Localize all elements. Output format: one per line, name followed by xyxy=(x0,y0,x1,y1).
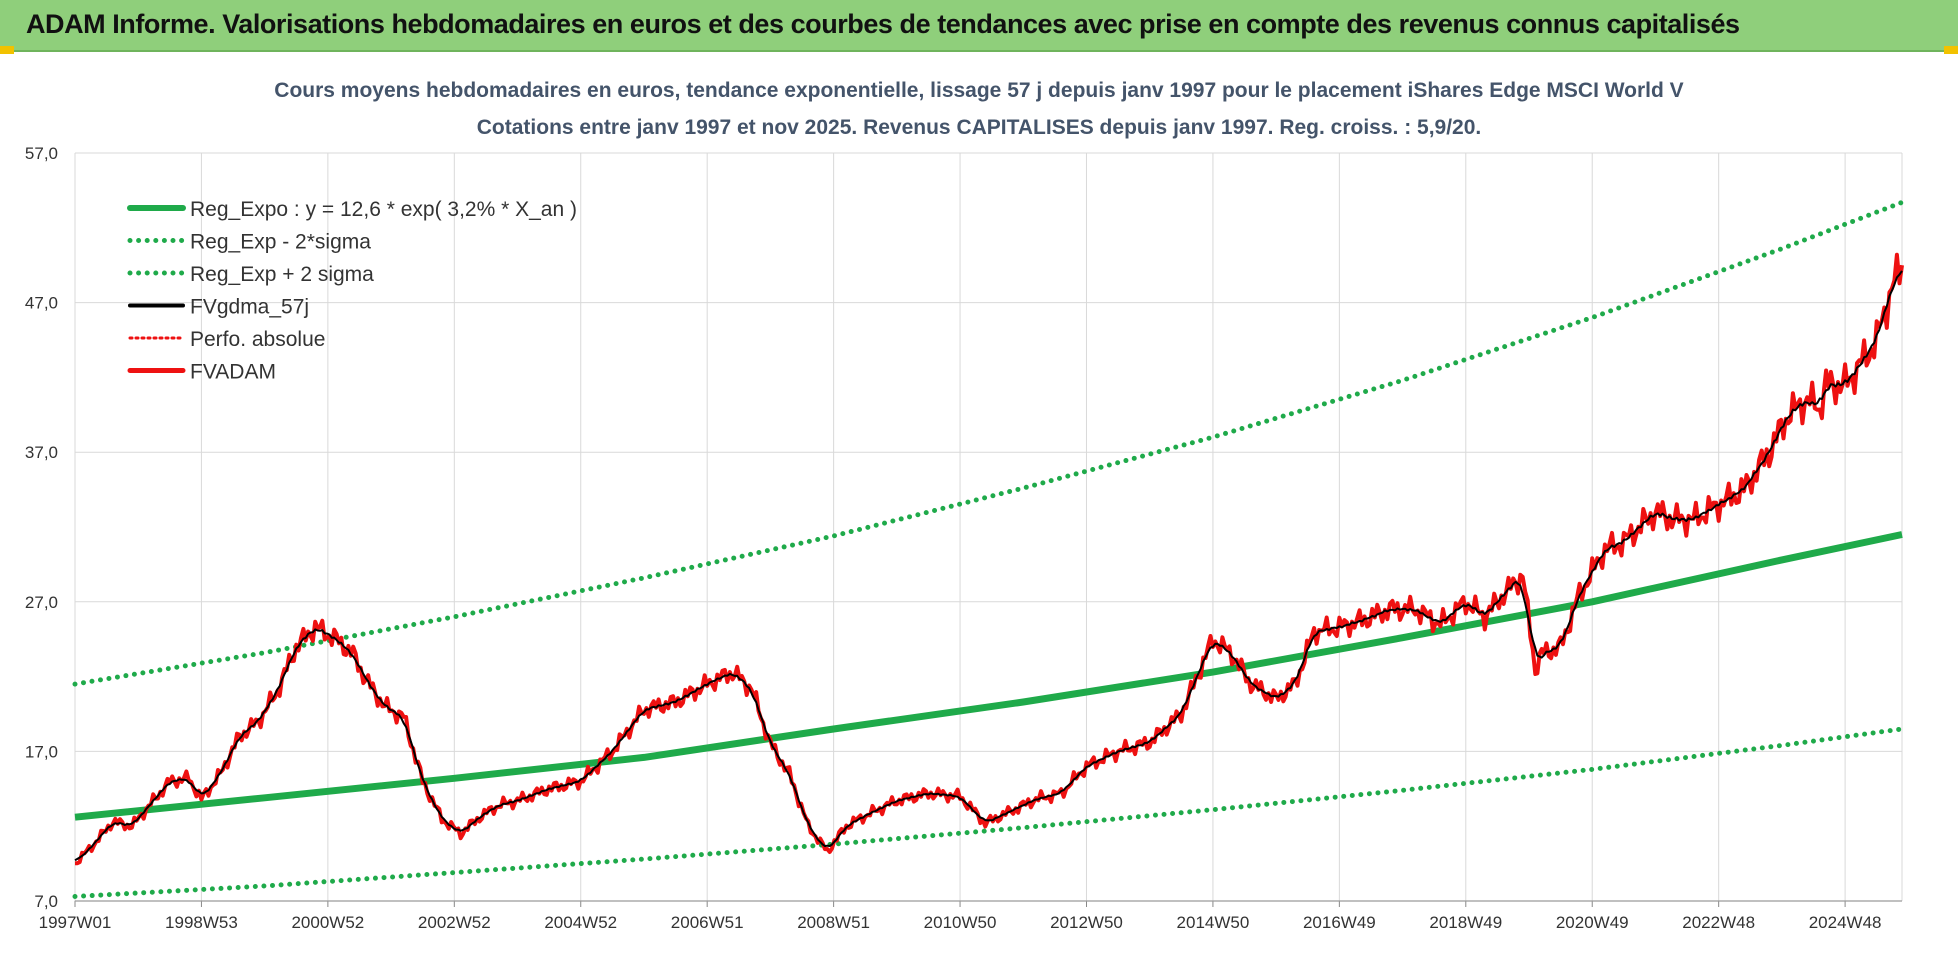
chart-title-line-2: Cotations entre janv 1997 et nov 2025. R… xyxy=(477,116,1482,139)
series-fvadam xyxy=(75,252,1904,866)
x-tick-label: 2000W52 xyxy=(291,913,364,932)
legend-label: FVgdma_57j xyxy=(190,296,309,319)
y-tick-label: 57,0 xyxy=(25,144,58,163)
legend-label: Reg_Exp + 2 sigma xyxy=(190,263,374,286)
x-tick-label: 2002W52 xyxy=(418,913,491,932)
x-tick-label: 2004W52 xyxy=(544,913,617,932)
series-reg-expo xyxy=(74,531,1903,821)
x-tick-label: 2008W51 xyxy=(797,913,870,932)
y-tick-label: 7,0 xyxy=(34,892,58,911)
x-tick-label: 2010W50 xyxy=(924,913,997,932)
y-tick-label: 37,0 xyxy=(25,443,58,462)
x-tick-label: 1997W01 xyxy=(39,913,112,932)
corner-marker-right xyxy=(1944,46,1958,54)
legend-label: FVADAM xyxy=(190,361,276,384)
x-tick-label: 1998W53 xyxy=(165,913,238,932)
chart-title-line-1: Cours moyens hebdomadaires en euros, ten… xyxy=(274,79,1683,102)
x-tick-label: 2022W48 xyxy=(1682,913,1755,932)
report-title: ADAM Informe. Valorisations hebdomadaire… xyxy=(26,9,1740,39)
x-tick-label: 2012W50 xyxy=(1050,913,1123,932)
x-tick-label: 2016W49 xyxy=(1303,913,1376,932)
x-tick-label: 2018W49 xyxy=(1429,913,1502,932)
y-tick-label: 47,0 xyxy=(25,294,58,313)
corner-marker-left xyxy=(0,46,14,54)
x-tick-label: 2014W50 xyxy=(1177,913,1250,932)
chart-svg: Cours moyens hebdomadaires en euros, ten… xyxy=(25,79,1905,932)
legend-label: Reg_Exp - 2*sigma xyxy=(190,231,371,254)
series-reg-minus-2sigma xyxy=(72,726,1905,899)
x-tick-label: 2006W51 xyxy=(671,913,744,932)
y-tick-label: 27,0 xyxy=(25,593,58,612)
legend-label: Perfo. absolue xyxy=(190,328,325,351)
x-tick-label: 2024W48 xyxy=(1809,913,1882,932)
x-tick-label: 2020W49 xyxy=(1556,913,1629,932)
chart-area: Cours moyens hebdomadaires en euros, ten… xyxy=(0,52,1958,978)
y-tick-label: 17,0 xyxy=(25,742,58,761)
report-header: ADAM Informe. Valorisations hebdomadaire… xyxy=(0,0,1958,52)
legend-label: Reg_Expo : y = 12,6 * exp( 3,2% * X_an ) xyxy=(190,198,577,221)
series-fvgdma-57j xyxy=(74,270,1903,862)
